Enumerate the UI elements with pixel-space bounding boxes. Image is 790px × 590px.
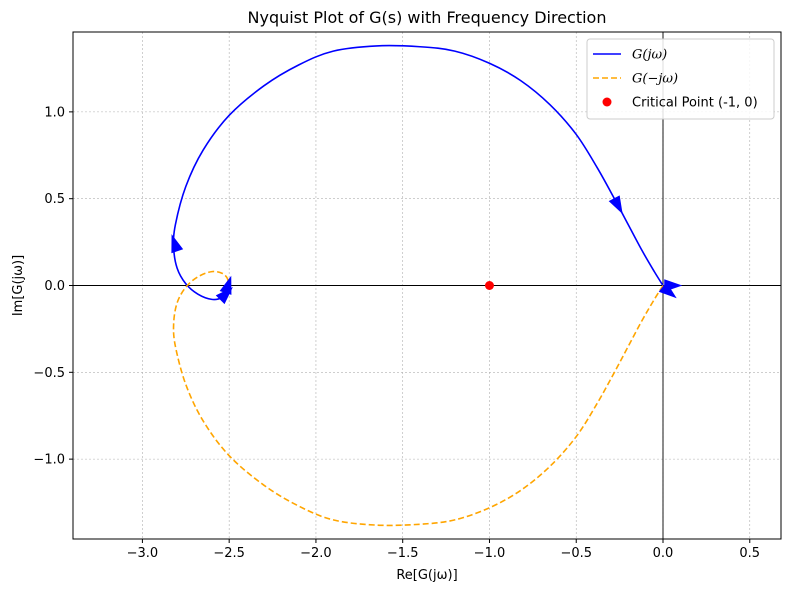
x-axis-ticks: −3.0 −2.5 −2.0 −1.5 −1.0 −0.5 0.0 0.5: [127, 539, 760, 561]
chart-title: Nyquist Plot of G(s) with Frequency Dire…: [248, 8, 607, 27]
y-tick-label: 0.5: [44, 192, 65, 207]
legend-box: [586, 38, 775, 120]
legend: G(jω) G(−jω) Critical Point (-1, 0): [586, 38, 775, 120]
x-axis-label: Re[G(jω)]: [396, 568, 457, 583]
direction-arrow-icon: [608, 195, 623, 215]
legend-label: G(jω): [632, 48, 667, 63]
critical-point-marker: [484, 281, 494, 290]
y-tick-label: −1.0: [33, 453, 65, 468]
y-tick-label: 1.0: [44, 105, 65, 120]
direction-arrow-icon: [171, 234, 184, 254]
direction-arrows: [171, 195, 683, 305]
x-tick-label: −2.5: [213, 546, 245, 561]
y-tick-label: −0.5: [33, 366, 65, 381]
legend-label: Critical Point (-1, 0): [632, 96, 758, 111]
x-tick-label: −1.5: [387, 546, 419, 561]
x-tick-label: −2.0: [300, 546, 332, 561]
series-layer: [172, 44, 664, 527]
x-tick-label: 0.5: [739, 546, 760, 561]
x-tick-label: −3.0: [127, 546, 159, 561]
y-tick-label: 0.0: [44, 279, 65, 294]
direction-arrow-icon: [219, 275, 232, 295]
x-tick-label: −0.5: [560, 546, 592, 561]
legend-label: G(−jω): [632, 72, 678, 87]
legend-marker-critical: [602, 97, 612, 107]
x-tick-label: −1.0: [474, 546, 506, 561]
series-g-jw-line: [172, 44, 664, 301]
y-axis-ticks: −1.0 −0.5 0.0 0.5 1.0: [33, 105, 73, 468]
y-axis-label: Im[G(jω)]: [11, 255, 26, 316]
direction-arrow-icon: [658, 282, 677, 299]
series-g-neg-jw-line: [172, 270, 664, 527]
x-tick-label: 0.0: [653, 546, 674, 561]
